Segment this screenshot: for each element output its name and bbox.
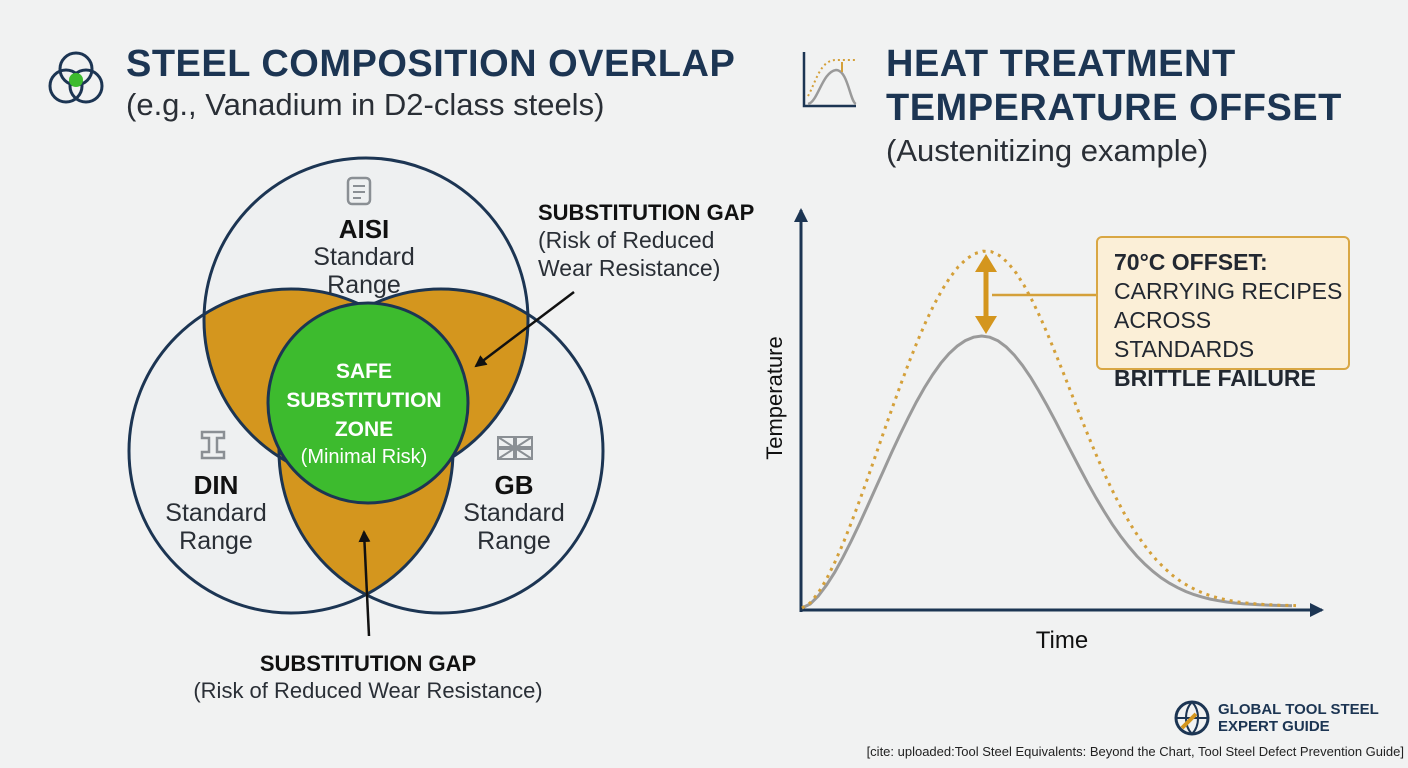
gap-top-line2: Wear Resistance) xyxy=(538,255,720,281)
gb-line1: Standard xyxy=(463,499,564,527)
safe-zone-circle xyxy=(266,301,470,505)
gap-top-arrow xyxy=(474,291,575,368)
globe-wrench-icon xyxy=(1174,700,1210,736)
right-title-line2: TEMPERATURE OFFSET xyxy=(886,87,1342,129)
safe-line3: ZONE xyxy=(335,418,393,441)
i-beam-icon xyxy=(200,430,226,460)
safe-line1: SAFE xyxy=(336,360,392,383)
union-jack-flag-icon xyxy=(497,436,533,460)
gap-top-line1: (Risk of Reduced xyxy=(538,227,714,253)
y-axis-label: Temperature xyxy=(762,336,787,460)
right-subtitle: (Austenitizing example) xyxy=(886,133,1209,168)
callout-line4: BRITTLE FAILURE xyxy=(1114,365,1316,391)
aisi-line1: Standard xyxy=(313,243,414,271)
din-line1: Standard xyxy=(165,499,266,527)
brand-line2: EXPERT GUIDE xyxy=(1218,718,1330,735)
safe-line2: SUBSTITUTION xyxy=(286,389,441,412)
gap-bottom-arrow xyxy=(358,530,371,637)
venn-icon xyxy=(48,51,104,104)
left-title: STEEL COMPOSITION OVERLAP xyxy=(126,43,736,85)
offset-callout: 70°C OFFSET: CARRYING RECIPES ACROSS STA… xyxy=(1096,236,1350,391)
right-title-line1: HEAT TREATMENT xyxy=(886,43,1236,85)
gb-line2: Range xyxy=(477,527,551,555)
din-line2: Range xyxy=(179,527,253,555)
gap-bottom-line1: (Risk of Reduced Wear Resistance) xyxy=(193,678,542,703)
gap-top-title: SUBSTITUTION GAP xyxy=(538,200,754,225)
gap-bottom-title: SUBSTITUTION GAP xyxy=(260,651,476,676)
document-icon xyxy=(346,176,372,206)
din-label: DIN xyxy=(194,470,239,500)
offset-temperature-curve xyxy=(801,249,1297,610)
standard-temperature-curve xyxy=(801,334,1293,610)
heat-chart: Temperature Time xyxy=(762,208,1324,654)
aisi-label: AISI xyxy=(339,214,390,244)
callout-line1: 70°C OFFSET: xyxy=(1114,249,1268,275)
citation: [cite: uploaded:Tool Steel Equivalents: … xyxy=(866,744,1404,759)
brand: GLOBAL TOOL STEEL EXPERT GUIDE xyxy=(1218,701,1379,735)
left-subtitle: (e.g., Vanadium in D2-class steels) xyxy=(126,87,605,122)
aisi-line2: Range xyxy=(327,271,401,299)
callout-line3: ACROSS STANDARDS xyxy=(1114,307,1255,362)
callout-line2: CARRYING RECIPES xyxy=(1114,278,1343,304)
safe-line4: (Minimal Risk) xyxy=(301,446,428,468)
gb-label: GB xyxy=(495,470,534,500)
x-axis-label: Time xyxy=(1036,627,1088,654)
offset-arrow xyxy=(975,254,1096,334)
heat-curve-icon xyxy=(802,52,857,108)
brand-line1: GLOBAL TOOL STEEL xyxy=(1218,701,1379,718)
